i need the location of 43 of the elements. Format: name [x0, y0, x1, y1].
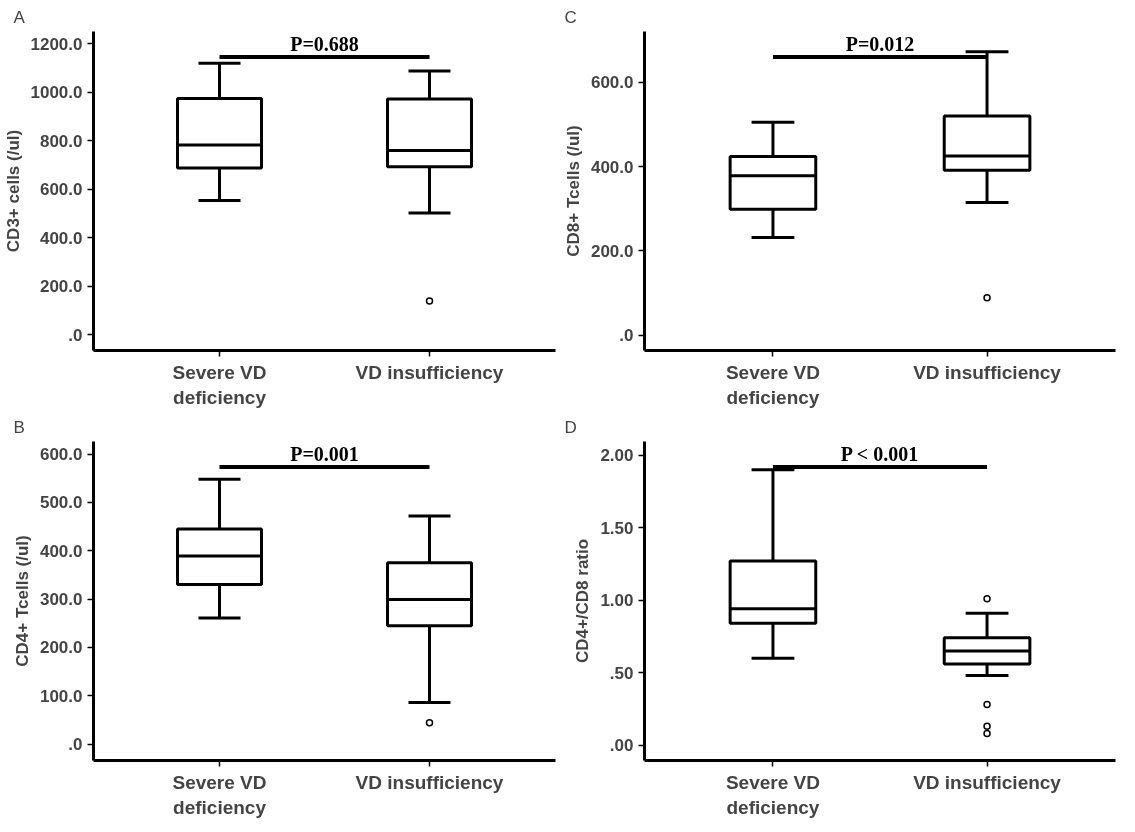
y-tick-label: 800.0	[39, 131, 83, 151]
x-tick-label: VD insufficiency	[913, 771, 1062, 793]
y-tick-label: 600.0	[39, 445, 83, 465]
y-tick-label: 1.50	[600, 518, 634, 538]
x-tick-label: Severe VD deficiency	[172, 361, 267, 408]
y-tick-label: 200.0	[39, 638, 83, 658]
chart-title: A	[13, 7, 26, 27]
y-axis-title: CD4+ Tcells (/ul)	[12, 535, 32, 667]
y-tick-label: .00	[609, 736, 634, 756]
x-tick-label: VD insufficiency	[355, 771, 504, 793]
chart-title: B	[13, 417, 25, 437]
y-tick-label: 500.0	[39, 493, 83, 513]
y-tick-label: 200.0	[590, 241, 634, 261]
x-tick-label: Severe VD deficiency	[725, 771, 820, 818]
y-axis-title: CD3+ cells (/ul)	[3, 129, 23, 253]
y-tick-label: .50	[609, 663, 634, 683]
y-tick-label: 600.0	[590, 73, 634, 93]
annotation: P=0.688	[290, 33, 359, 56]
x-tick-label: Severe VD deficiency	[172, 771, 267, 818]
y-tick-label: 300.0	[39, 590, 83, 610]
y-tick-label: .0	[619, 326, 634, 346]
annotation: P=0.012	[845, 33, 915, 56]
y-tick-label: 400.0	[590, 157, 634, 177]
annotation: P=0.001	[290, 443, 359, 466]
y-axis-title: CD8+ Tcells (/ul)	[563, 125, 583, 257]
chart-title: D	[564, 417, 577, 437]
x-tick-label: VD insufficiency	[913, 361, 1062, 383]
y-tick-label: .0	[68, 735, 83, 755]
y-axis-title: CD4+/CD8 ratio	[573, 538, 593, 664]
annotation: P < 0.001	[840, 443, 919, 466]
x-tick-label: Severe VD deficiency	[725, 361, 820, 408]
y-tick-label: 1000.0	[30, 83, 83, 103]
y-tick-label: 1200.0	[30, 34, 83, 54]
y-tick-label: 600.0	[39, 180, 83, 200]
chart-title: C	[564, 7, 577, 27]
y-tick-label: 1.00	[600, 591, 634, 611]
y-tick-label: 400.0	[39, 541, 83, 561]
y-tick-label: .0	[68, 325, 83, 345]
y-tick-label: 2.00	[600, 446, 634, 466]
y-tick-label: 100.0	[39, 686, 83, 706]
y-tick-label: 400.0	[39, 228, 83, 248]
y-tick-label: 200.0	[39, 277, 83, 297]
x-tick-label: VD insufficiency	[355, 361, 504, 383]
